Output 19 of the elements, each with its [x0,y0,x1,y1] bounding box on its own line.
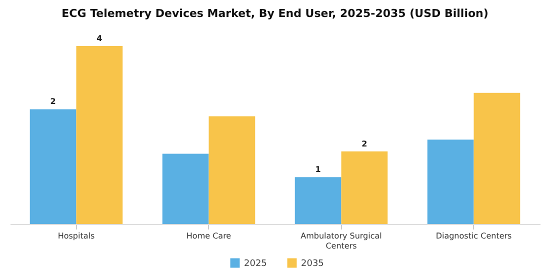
bar [76,46,123,224]
bar [30,109,76,224]
data-label: 4 [96,34,103,43]
bar [427,140,474,224]
legend-label: 2035 [301,259,324,269]
x-tick-label: Hospitals [58,232,95,240]
data-label: 2 [50,97,56,106]
x-tick-label: Ambulatory Surgical Centers [300,232,382,250]
bar [208,116,256,224]
data-label: 1 [315,165,322,174]
data-label: 2 [362,139,368,148]
bar [162,154,209,224]
x-tick-label: Home Care [186,232,232,240]
chart-title: ECG Telemetry Devices Market, By End User, 2025-2035 (USD Billion) [62,7,488,20]
bar [294,177,342,224]
x-tick-label: Diagnostic Centers [436,232,512,240]
bar [474,92,520,224]
legend-label: 2025 [244,259,267,269]
bar [341,151,388,224]
